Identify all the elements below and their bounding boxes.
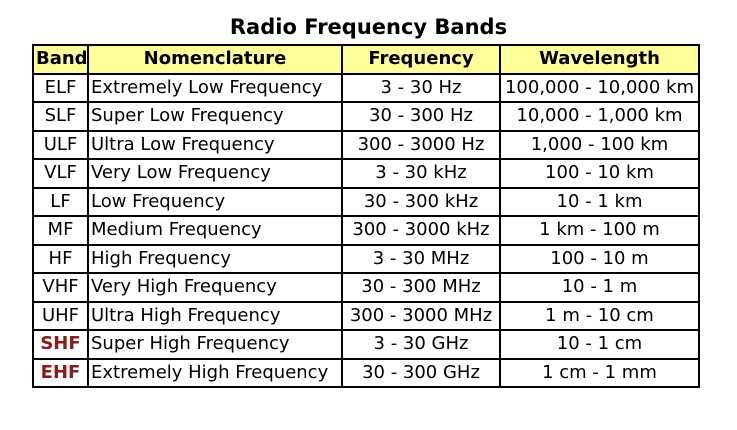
table-row: SHF Super High Frequency 3 - 30 GHz 10 - 1 … — [32, 329, 700, 360]
nomenclature-cell: Extremely Low Frequency — [87, 72, 343, 103]
band-cell: ELF — [32, 72, 89, 103]
wavelength-cell: 1,000 - 100 km — [499, 129, 700, 160]
nomenclature-cell: Extremely High Frequency — [87, 357, 343, 388]
nomenclature-cell: Ultra High Frequency — [87, 300, 343, 331]
column-header-wavelength: Wavelength — [499, 44, 700, 75]
wavelength-cell: 100 - 10 km — [499, 158, 700, 189]
frequency-cell: 300 - 3000 MHz — [341, 300, 501, 331]
nomenclature-cell: Very High Frequency — [87, 272, 343, 303]
table-row: VHF Very High Frequency 30 - 300 MHz 10 - 1… — [32, 272, 700, 303]
band-cell: SHF — [32, 329, 89, 360]
table-row: VLF Very Low Frequency 3 - 30 kHz 100 - 10 … — [32, 158, 700, 189]
nomenclature-cell: Super High Frequency — [87, 329, 343, 360]
table-row: ELF Extremely Low Frequency 3 - 30 Hz 100,0… — [32, 72, 700, 103]
band-cell: EHF — [32, 357, 89, 388]
table-row: UHF Ultra High Frequency 300 - 3000 MHz 1 m… — [32, 300, 700, 331]
wavelength-cell: 1 cm - 1 mm — [499, 357, 700, 388]
band-cell: SLF — [32, 101, 89, 132]
wavelength-cell: 100 - 10 m — [499, 243, 700, 274]
table-row: LF Low Frequency 30 - 300 kHz 10 - 1 km — [32, 186, 700, 217]
wavelength-cell: 1 m - 10 cm — [499, 300, 700, 331]
nomenclature-cell: Ultra Low Frequency — [87, 129, 343, 160]
wavelength-cell: 1 km - 100 m — [499, 215, 700, 246]
frequency-cell: 3 - 30 GHz — [341, 329, 501, 360]
wavelength-cell: 10,000 - 1,000 km — [499, 101, 700, 132]
table-row: MF Medium Frequency 300 - 3000 kHz 1 km - 1… — [32, 215, 700, 246]
nomenclature-cell: High Frequency — [87, 243, 343, 274]
table-row: SLF Super Low Frequency 30 - 300 Hz 10,000 … — [32, 101, 700, 132]
frequency-cell: 30 - 300 MHz — [341, 272, 501, 303]
frequency-cell: 3 - 30 kHz — [341, 158, 501, 189]
page-title: Radio Frequency Bands — [229, 15, 508, 39]
wavelength-cell: 100,000 - 10,000 km — [499, 72, 700, 103]
column-header-nomenclature: Nomenclature — [87, 44, 343, 75]
column-header-frequency: Frequency — [341, 44, 501, 75]
frequency-cell: 30 - 300 kHz — [341, 186, 501, 217]
frequency-cell: 300 - 3000 Hz — [341, 129, 501, 160]
table-row: EHF Extremely High Frequency 30 - 300 GHz 1… — [32, 357, 700, 388]
band-cell: VLF — [32, 158, 89, 189]
frequency-cell: 3 - 30 Hz — [341, 72, 501, 103]
nomenclature-cell: Super Low Frequency — [87, 101, 343, 132]
table-header-row: Band Nomenclature Frequency Wavelength — [32, 44, 700, 75]
nomenclature-cell: Low Frequency — [87, 186, 343, 217]
wavelength-cell: 10 - 1 m — [499, 272, 700, 303]
band-cell: LF — [32, 186, 89, 217]
frequency-cell: 3 - 30 MHz — [341, 243, 501, 274]
table-row: HF High Frequency 3 - 30 MHz 100 - 10 m — [32, 243, 700, 274]
frequency-cell: 30 - 300 Hz — [341, 101, 501, 132]
table-row: ULF Ultra Low Frequency 300 - 3000 Hz 1,000… — [32, 129, 700, 160]
band-cell: ULF — [32, 129, 89, 160]
frequency-cell: 30 - 300 GHz — [341, 357, 501, 388]
band-cell: UHF — [32, 300, 89, 331]
wavelength-cell: 10 - 1 km — [499, 186, 700, 217]
frequency-bands-table: Band Nomenclature Frequency Wavelength E… — [32, 44, 700, 388]
column-header-band: Band — [32, 44, 89, 75]
wavelength-cell: 10 - 1 cm — [499, 329, 700, 360]
band-cell: VHF — [32, 272, 89, 303]
band-cell: HF — [32, 243, 89, 274]
frequency-cell: 300 - 3000 kHz — [341, 215, 501, 246]
nomenclature-cell: Medium Frequency — [87, 215, 343, 246]
nomenclature-cell: Very Low Frequency — [87, 158, 343, 189]
band-cell: MF — [32, 215, 89, 246]
